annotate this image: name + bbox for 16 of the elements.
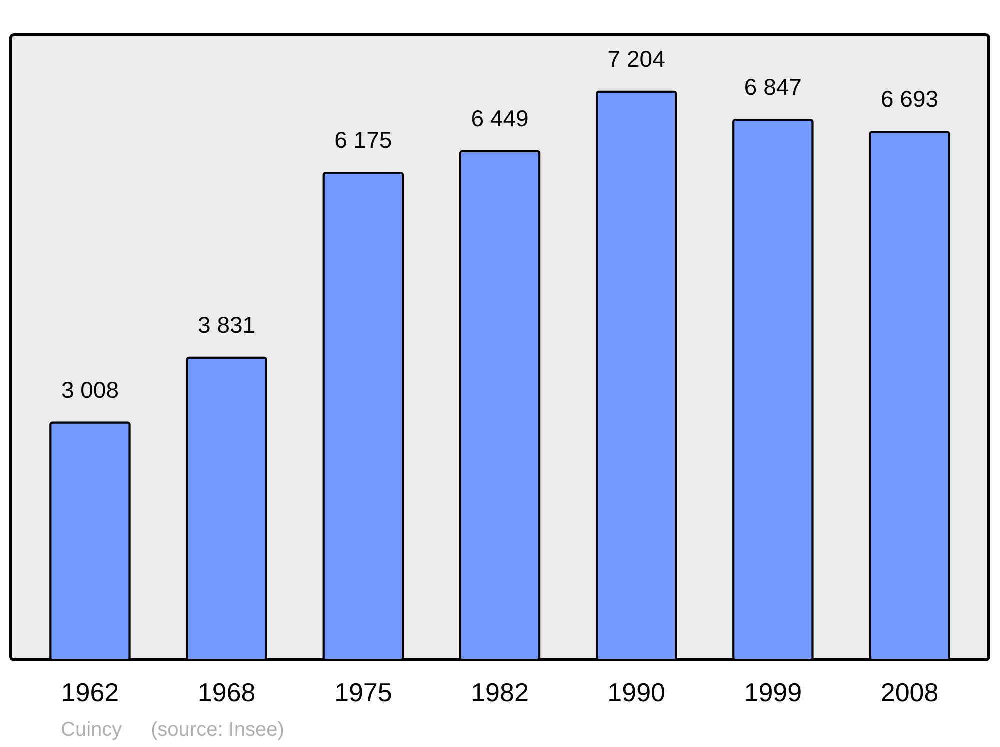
data-label: 3 831 <box>198 312 256 338</box>
data-label: 6 449 <box>471 105 529 132</box>
text: (source: Insee) <box>151 719 284 741</box>
x-tick-label: 1982 <box>471 678 529 708</box>
x-tick-label: 1999 <box>744 678 802 708</box>
data-label: 6 175 <box>334 126 392 153</box>
text: Cuincy <box>61 719 122 741</box>
x-tick-label: 1975 <box>334 678 392 708</box>
data-label: 6 693 <box>880 86 939 112</box>
x-tick-label: 2008 <box>880 678 939 708</box>
data-label: 3 008 <box>61 376 120 403</box>
data-label: 6 847 <box>744 74 802 100</box>
x-tick-label: 1968 <box>198 678 256 708</box>
x-tick-label: 1990 <box>608 678 666 708</box>
data-label: 7 204 <box>608 46 666 72</box>
x-tick-label: 1962 <box>61 678 120 708</box>
